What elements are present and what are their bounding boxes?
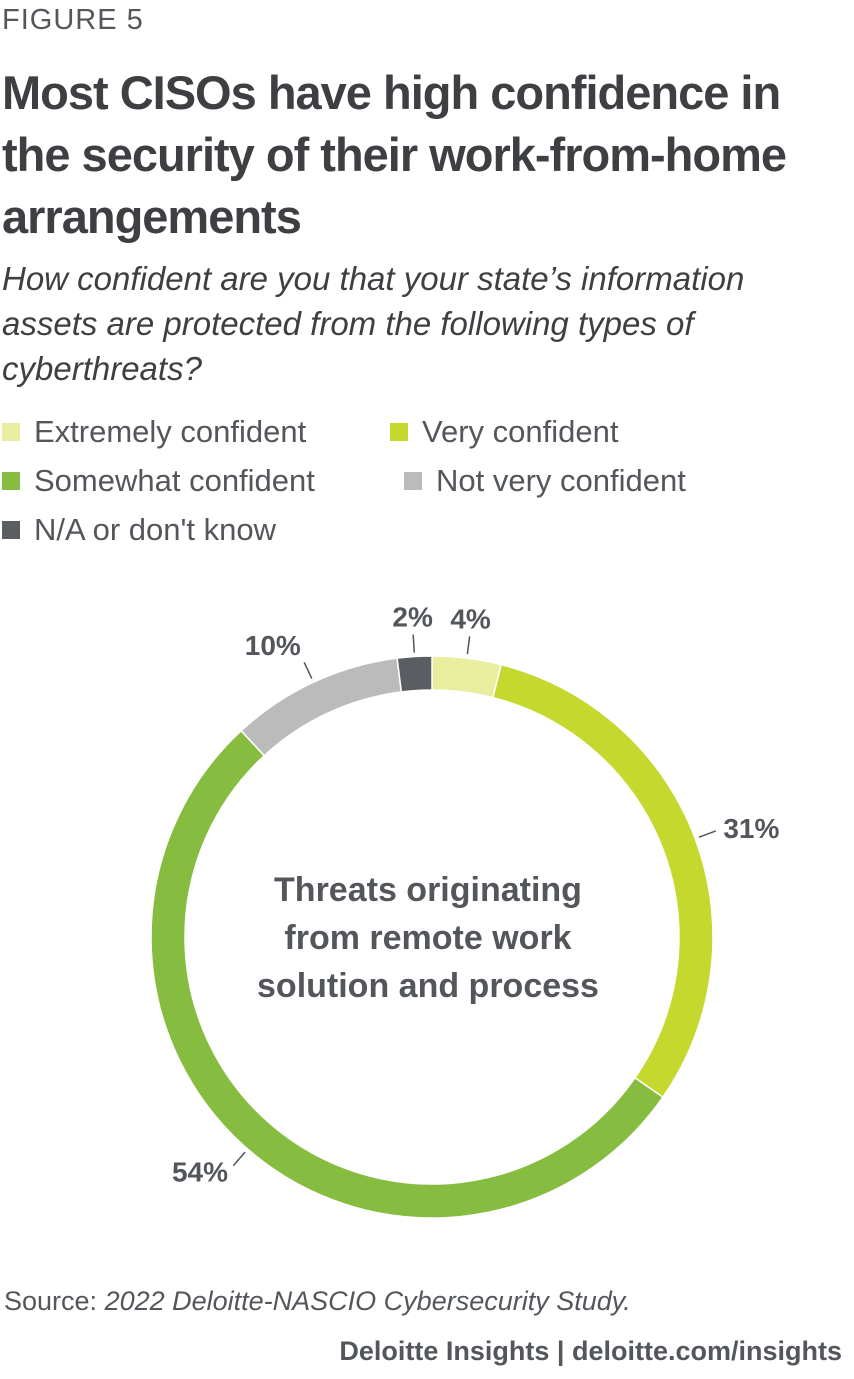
center-label-line: solution and process <box>257 967 599 1005</box>
legend-swatch-na-or-dont-know <box>2 521 20 539</box>
legend-label: N/A or don't know <box>34 512 276 547</box>
legend-item-not-very-confident: Not very confident <box>404 461 686 501</box>
legend-swatch-very-confident <box>390 423 408 441</box>
source-note: Source: 2022 Deloitte-NASCIO Cybersecuri… <box>4 1286 631 1317</box>
chart-title: Most CISOs have high confidence in the s… <box>2 66 787 243</box>
slice-extremely-confident <box>431 655 503 699</box>
legend-swatch-extremely-confident <box>2 423 20 441</box>
data-label-not-very-confident: 10% <box>245 630 301 661</box>
source-text: 2022 Deloitte-NASCIO Cybersecurity Study… <box>104 1286 631 1316</box>
leader-line-somewhat-confident <box>232 1151 246 1167</box>
legend-item-na-or-dont-know: N/A or don't know <box>2 510 276 550</box>
donut-chart: 4% 31% 54% 10% 2% Threats originating from rem… <box>150 602 779 1219</box>
footer-credit: Deloitte Insights | deloitte.com/insight… <box>339 1336 842 1366</box>
source-prefix: Source: <box>4 1286 105 1316</box>
legend-label: Extremely confident <box>34 414 307 449</box>
legend-item-somewhat-confident: Somewhat confident <box>2 461 315 501</box>
leader-line-very-confident <box>698 830 717 838</box>
data-label-somewhat-confident: 54% <box>172 1157 228 1188</box>
legend-swatch-not-very-confident <box>404 472 422 490</box>
legend-item-very-confident: Very confident <box>390 412 618 452</box>
leader-line-extremely-confident <box>466 636 471 655</box>
slice-na-or-dont-know <box>396 655 433 693</box>
slice-not-very-confident <box>240 657 403 757</box>
legend-swatch-somewhat-confident <box>2 472 20 490</box>
legend-label: Somewhat confident <box>34 463 315 498</box>
data-label-very-confident: 31% <box>723 813 779 844</box>
legend-label: Very confident <box>422 414 619 449</box>
slice-somewhat-confident <box>150 729 664 1219</box>
legend-item-extremely-confident: Extremely confident <box>2 412 306 452</box>
data-label-extremely-confident: 4% <box>450 603 491 634</box>
data-label-na-or-dont-know: 2% <box>392 602 433 633</box>
figure-label: FIGURE 5 <box>2 4 144 36</box>
leader-line-na-or-dont-know <box>412 634 416 653</box>
center-label-line: from remote work <box>284 919 571 957</box>
center-label-line: Threats originating <box>274 871 582 909</box>
leader-line-not-very-confident <box>303 661 313 679</box>
chart-subtitle: How confident are you that your state’s … <box>2 260 745 387</box>
legend: Extremely confident Very confident Somew… <box>0 408 854 558</box>
legend-label: Not very confident <box>436 463 686 498</box>
